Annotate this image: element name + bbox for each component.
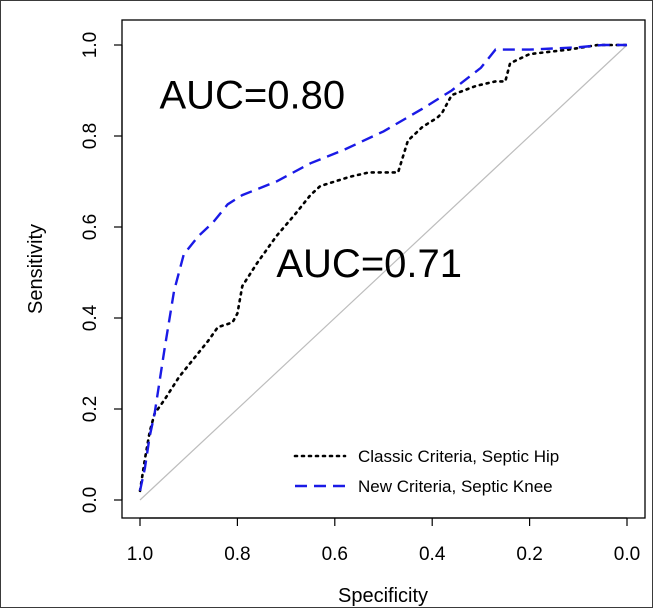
x-tick-label: 0.4	[419, 544, 446, 565]
y-axis: 0.0 0.2 0.4 0.6 0.8 1.0	[80, 32, 123, 513]
legend-label: Classic Criteria, Septic Hip	[358, 447, 559, 466]
y-tick-label: 0.2	[80, 396, 101, 422]
x-tick-label: 1.0	[127, 544, 153, 565]
x-tick-label: 0.0	[614, 544, 640, 565]
y-tick-label: 0.6	[80, 214, 101, 240]
auc-label: AUC=0.71	[276, 242, 462, 286]
y-tick-label: 0.4	[80, 304, 101, 331]
y-tick-label: 1.0	[80, 32, 101, 58]
legend: Classic Criteria, Septic Hip New Criteria…	[293, 447, 559, 496]
x-tick-label: 0.2	[516, 544, 542, 565]
series-line-new-criteria	[138, 43, 627, 492]
x-axis: 1.0 0.8 0.6 0.4 0.2 0.0	[127, 517, 640, 565]
x-axis-title: Specificity	[338, 585, 428, 607]
x-tick-label: 0.8	[224, 544, 250, 565]
y-tick-label: 0.8	[80, 123, 101, 149]
auc-label: AUC=0.80	[159, 74, 345, 118]
auc-annotations: AUC=0.80 AUC=0.71	[159, 74, 462, 286]
y-tick-label: 0.0	[80, 487, 101, 513]
x-tick-label: 0.6	[322, 544, 348, 565]
legend-label: New Criteria, Septic Knee	[358, 477, 553, 496]
y-axis-title: Sensitivity	[25, 224, 47, 314]
reference-diagonal	[139, 44, 628, 501]
